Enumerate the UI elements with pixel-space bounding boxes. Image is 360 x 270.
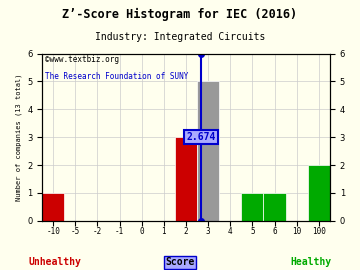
Bar bbox=[241, 193, 264, 221]
Y-axis label: Number of companies (13 total): Number of companies (13 total) bbox=[15, 73, 22, 201]
Bar bbox=[42, 193, 64, 221]
Bar bbox=[308, 165, 330, 221]
Text: Healthy: Healthy bbox=[290, 257, 331, 267]
Bar bbox=[264, 193, 285, 221]
Text: Industry: Integrated Circuits: Industry: Integrated Circuits bbox=[95, 32, 265, 42]
Text: Score: Score bbox=[165, 257, 195, 267]
Text: Z’-Score Histogram for IEC (2016): Z’-Score Histogram for IEC (2016) bbox=[62, 8, 298, 21]
Text: Unhealthy: Unhealthy bbox=[29, 257, 82, 267]
Text: ©www.textbiz.org: ©www.textbiz.org bbox=[45, 55, 119, 64]
Text: 2.674: 2.674 bbox=[186, 132, 216, 142]
Bar bbox=[197, 82, 219, 221]
Text: The Research Foundation of SUNY: The Research Foundation of SUNY bbox=[45, 72, 188, 81]
Bar bbox=[175, 137, 197, 221]
